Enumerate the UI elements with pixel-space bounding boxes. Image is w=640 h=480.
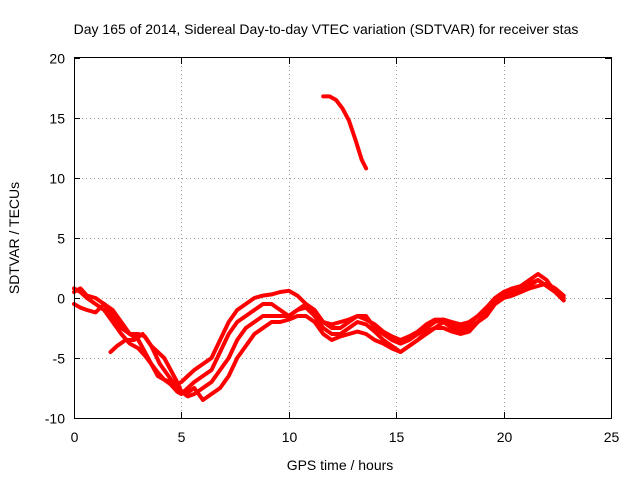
x-tick-label: 10 bbox=[282, 429, 298, 445]
data-series bbox=[72, 94, 566, 402]
y-tick-label: 10 bbox=[49, 171, 65, 187]
x-tick-label: 5 bbox=[178, 429, 186, 445]
axis-ticks: 0 5 10 15 20 25 -10 -5 0 5 10 15 20 bbox=[45, 51, 620, 446]
series-line-track-4 bbox=[108, 278, 566, 402]
y-tick-label: -5 bbox=[53, 351, 66, 367]
y-tick-label: -10 bbox=[45, 411, 65, 427]
grid-lines bbox=[74, 58, 611, 418]
y-tick-label: 15 bbox=[49, 111, 65, 127]
x-tick-label: 25 bbox=[604, 429, 620, 445]
x-tick-label: 20 bbox=[497, 429, 513, 445]
x-tick-label: 0 bbox=[71, 429, 79, 445]
y-tick-label: 5 bbox=[57, 231, 65, 247]
series-line-track-3 bbox=[72, 272, 566, 387]
y-tick-label: 0 bbox=[57, 291, 65, 307]
y-tick-label: 20 bbox=[49, 51, 65, 67]
y-axis-label: SDTVAR / TECUs bbox=[6, 182, 22, 294]
series-line-isolated-segment bbox=[321, 94, 369, 171]
x-tick-label: 15 bbox=[389, 429, 405, 445]
chart-title: Day 165 of 2014, Sidereal Day-to-day VTE… bbox=[74, 21, 579, 37]
x-axis-label: GPS time / hours bbox=[287, 457, 394, 473]
